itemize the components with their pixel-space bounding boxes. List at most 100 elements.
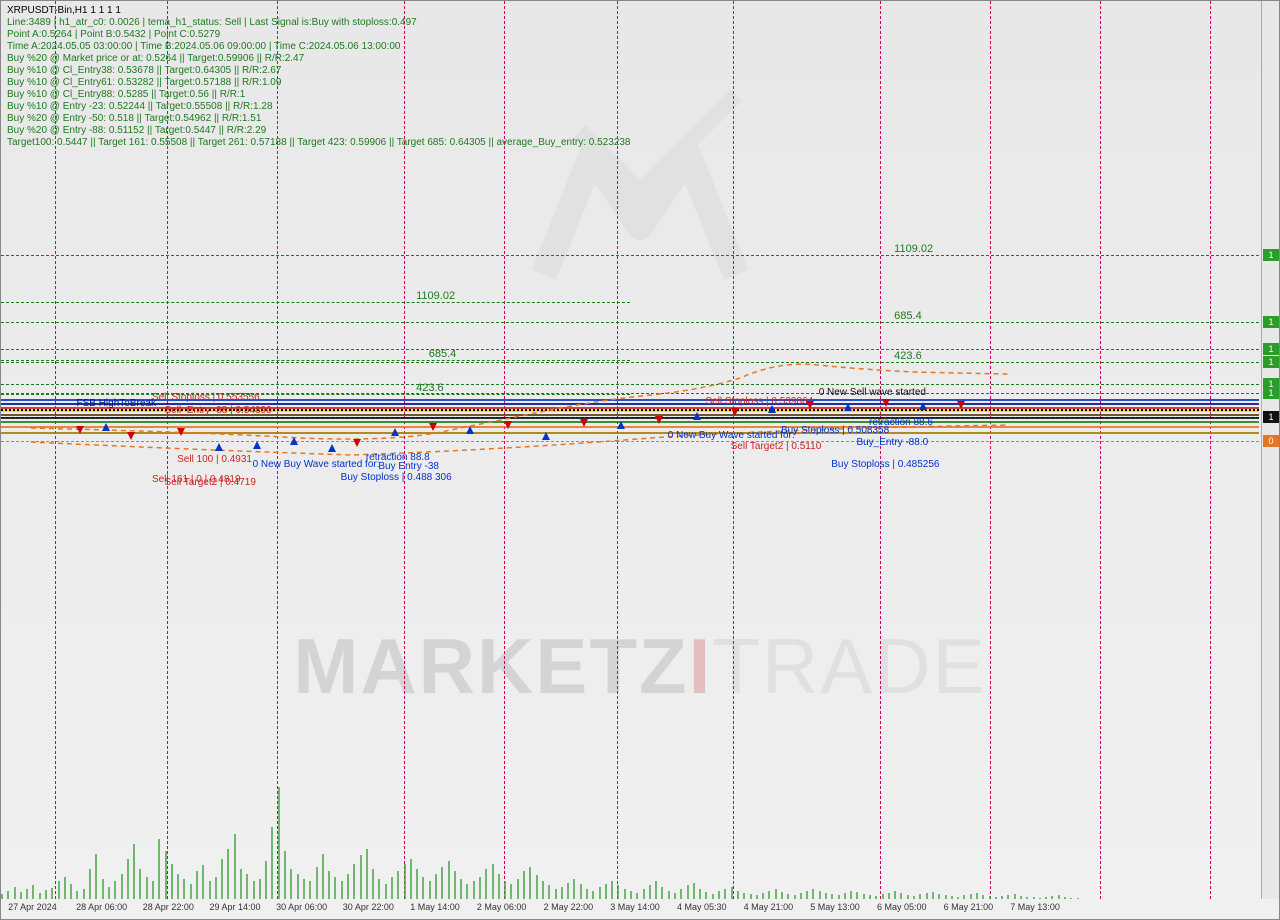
- volume-bar: [460, 879, 462, 899]
- volume-bar: [328, 871, 330, 899]
- volume-bar: [995, 897, 997, 899]
- volume-bar: [806, 891, 808, 899]
- volume-bar: [523, 871, 525, 899]
- volume-bar: [58, 881, 60, 899]
- x-tick-label: 7 May 13:00: [1010, 902, 1060, 912]
- up-arrow-icon: [290, 437, 298, 445]
- info-line: Buy %10 @ Cl_Entry61: 0.53282 || Target:…: [7, 77, 631, 89]
- volume-bar: [341, 881, 343, 899]
- volume-bar: [221, 859, 223, 899]
- volume-bar: [976, 893, 978, 899]
- down-arrow-icon: [580, 419, 588, 427]
- volume-bar: [1058, 895, 1060, 899]
- volume-bar: [39, 893, 41, 899]
- volume-bar: [536, 875, 538, 899]
- volume-bar: [661, 887, 663, 899]
- volume-bar: [265, 861, 267, 899]
- volume-bar: [177, 874, 179, 899]
- price-marker: 1: [1263, 387, 1279, 399]
- volume-bar: [146, 877, 148, 899]
- x-tick-label: 28 Apr 06:00: [76, 902, 127, 912]
- down-arrow-icon: [731, 408, 739, 416]
- chart-annotation: 0 New Buy Wave started for:: [253, 459, 380, 470]
- volume-bar: [737, 891, 739, 899]
- volume-bar: [680, 889, 682, 899]
- volume-bar: [366, 849, 368, 899]
- volume-bar: [209, 881, 211, 899]
- price-marker: 1: [1263, 316, 1279, 328]
- info-line: Buy %20 @ Market price or at: 0.5264 || …: [7, 53, 631, 65]
- chart-annotation: Sell Stoploss | 0.539864: [705, 396, 813, 407]
- volume-bar: [76, 891, 78, 899]
- volume-bar: [825, 893, 827, 899]
- up-arrow-icon: [693, 412, 701, 420]
- volume-bar: [510, 884, 512, 899]
- volume-bar: [712, 894, 714, 899]
- volume-bar: [731, 887, 733, 899]
- volume-bar: [165, 851, 167, 899]
- down-arrow-icon: [76, 426, 84, 434]
- volume-bar: [863, 894, 865, 899]
- volume-bar: [781, 892, 783, 899]
- volume-bar: [492, 864, 494, 899]
- volume-bar: [215, 877, 217, 899]
- chart-container[interactable]: MARKETZITRADE 1109.02685.4423.61109.0268…: [0, 0, 1280, 920]
- x-tick-label: 2 May 06:00: [477, 902, 527, 912]
- volume-bar: [473, 881, 475, 899]
- volume-bar: [316, 867, 318, 899]
- volume-bar: [202, 865, 204, 899]
- chart-annotation: Buy_Entry -88.0: [856, 437, 928, 448]
- volume-bar: [278, 787, 280, 899]
- volume-bar: [599, 887, 601, 899]
- volume-bar: [1077, 898, 1079, 899]
- volume-bar: [605, 884, 607, 899]
- x-tick-label: 30 Apr 22:00: [343, 902, 394, 912]
- volume-bar: [454, 871, 456, 899]
- volume-bar: [290, 869, 292, 899]
- volume-bar: [246, 874, 248, 899]
- chart-annotation: Sell Target2 | 0.4719: [165, 477, 256, 488]
- volume-panel: [1, 779, 1259, 899]
- info-line: Buy %20 @ Entry -50: 0.518 || Target:0.5…: [7, 113, 631, 125]
- info-line: Target100: 0.5447 || Target 161: 0.55508…: [7, 137, 631, 149]
- x-tick-label: 4 May 05:30: [677, 902, 727, 912]
- chart-annotation: Buy Stoploss | 0.488 306: [341, 472, 452, 483]
- volume-bar: [14, 887, 16, 899]
- volume-bar: [750, 894, 752, 899]
- volume-bar: [687, 885, 689, 899]
- volume-bar: [422, 877, 424, 899]
- x-tick-label: 2 May 22:00: [544, 902, 594, 912]
- volume-bar: [945, 895, 947, 899]
- volume-bar: [718, 891, 720, 899]
- volume-bar: [989, 896, 991, 899]
- volume-bar: [234, 834, 236, 899]
- volume-bar: [51, 888, 53, 899]
- up-arrow-icon: [919, 402, 927, 410]
- volume-bar: [133, 844, 135, 899]
- volume-bar: [592, 891, 594, 899]
- x-tick-label: 6 May 05:00: [877, 902, 927, 912]
- volume-bar: [121, 874, 123, 899]
- volume-bar: [1007, 895, 1009, 899]
- volume-bar: [850, 891, 852, 899]
- volume-bar: [240, 869, 242, 899]
- chart-annotation: 0 New Buy Wave started for:: [668, 430, 795, 441]
- down-arrow-icon: [177, 428, 185, 436]
- volume-bar: [7, 891, 9, 899]
- chart-annotation: Sell 100 | 0.4931: [177, 454, 252, 465]
- price-marker: 1: [1263, 343, 1279, 355]
- volume-bar: [391, 877, 393, 899]
- volume-bar: [158, 839, 160, 899]
- volume-bar: [982, 895, 984, 899]
- volume-bar: [485, 869, 487, 899]
- volume-bar: [775, 889, 777, 899]
- down-arrow-icon: [957, 401, 965, 409]
- volume-bar: [674, 893, 676, 899]
- volume-bar: [573, 879, 575, 899]
- volume-bar: [429, 881, 431, 899]
- volume-bar: [83, 889, 85, 899]
- volume-bar: [555, 889, 557, 899]
- volume-bar: [693, 883, 695, 899]
- volume-bar: [586, 889, 588, 899]
- x-tick-label: 30 Apr 06:00: [276, 902, 327, 912]
